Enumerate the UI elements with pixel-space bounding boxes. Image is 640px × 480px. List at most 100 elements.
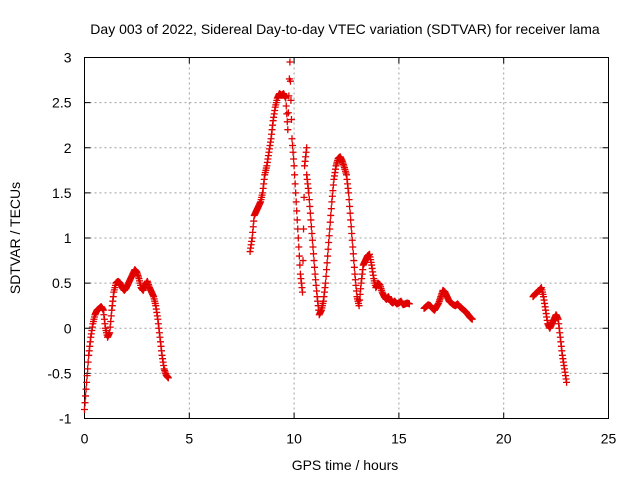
- data-point: [164, 374, 172, 382]
- data-point: [346, 209, 354, 217]
- data-point: [83, 378, 91, 386]
- x-tick-label: 0: [81, 431, 89, 447]
- data-point: [349, 250, 357, 258]
- data-point: [298, 288, 306, 296]
- data-point: [289, 141, 297, 149]
- data-point: [322, 279, 330, 287]
- data-point: [291, 171, 299, 179]
- data-point: [307, 223, 315, 231]
- data-point: [290, 155, 298, 163]
- y-tick-label: 2: [64, 140, 72, 156]
- data-point: [305, 196, 313, 204]
- data-point: [326, 225, 334, 233]
- data-point: [563, 378, 571, 386]
- data-point: [283, 110, 291, 118]
- chart-title: Day 003 of 2022, Sidereal Day-to-day VTE…: [90, 21, 600, 37]
- data-point: [300, 193, 308, 201]
- data-point: [309, 250, 317, 258]
- x-tick-label: 20: [496, 431, 512, 447]
- data-point: [350, 257, 358, 265]
- data-point: [290, 162, 298, 170]
- x-tick-label: 25: [601, 431, 617, 447]
- data-point: [324, 245, 332, 253]
- x-tick-label: 10: [286, 431, 302, 447]
- y-tick-label: -1: [59, 411, 72, 427]
- data-point: [348, 236, 356, 244]
- data-point: [291, 180, 299, 188]
- y-tick-label: 3: [64, 50, 72, 66]
- data-point: [293, 216, 301, 224]
- data-point: [84, 365, 92, 373]
- data-point: [284, 126, 292, 134]
- data-point: [288, 135, 296, 143]
- data-point: [81, 399, 89, 407]
- data-point: [299, 257, 307, 265]
- x-axis-label: GPS time / hours: [292, 457, 399, 473]
- data-point: [285, 92, 293, 100]
- data-point: [293, 207, 301, 215]
- data-point: [308, 229, 316, 237]
- y-tick-label: 1.5: [52, 185, 72, 201]
- data-point: [292, 189, 300, 197]
- y-tick-labels: -1 -0.5 0 0.5 1 1.5 2 2.5 3: [47, 50, 71, 427]
- data-point: [305, 189, 313, 197]
- y-tick-label: 2.5: [52, 95, 72, 111]
- data-point: [311, 263, 319, 271]
- data-point: [286, 58, 294, 66]
- data-point: [323, 266, 331, 274]
- data-point: [283, 118, 291, 126]
- data-point: [347, 216, 355, 224]
- y-axis-label: SDTVAR / TECUs: [7, 182, 23, 294]
- y-tick-label: 0: [64, 320, 72, 336]
- data-point: [310, 257, 318, 265]
- data-point: [346, 202, 354, 210]
- data-point: [326, 218, 334, 226]
- data-point: [324, 252, 332, 260]
- data-point: [325, 232, 333, 240]
- data-point: [309, 243, 317, 251]
- data-point: [405, 300, 413, 308]
- x-tick-label: 15: [391, 431, 407, 447]
- data-point: [327, 211, 335, 219]
- data-point: [82, 392, 90, 400]
- data-point: [308, 236, 316, 244]
- data-point: [349, 243, 357, 251]
- data-point: [345, 196, 353, 204]
- data-point: [82, 385, 90, 393]
- data-points: [81, 58, 571, 413]
- data-point: [347, 223, 355, 231]
- data-point: [303, 144, 311, 152]
- data-point: [295, 243, 303, 251]
- data-point: [287, 96, 295, 104]
- data-point: [81, 405, 88, 413]
- data-point: [292, 198, 300, 206]
- y-tick-label: 0.5: [52, 275, 72, 291]
- y-tick-label: 1: [64, 230, 72, 246]
- data-point: [289, 148, 297, 156]
- data-point: [348, 229, 356, 237]
- data-point: [468, 315, 476, 323]
- data-point: [294, 234, 302, 242]
- data-point: [325, 239, 333, 247]
- data-point: [287, 116, 295, 124]
- data-point: [296, 261, 304, 269]
- x-tick-labels: 0 5 10 15 20 25: [81, 431, 617, 447]
- data-point: [306, 209, 314, 217]
- data-point: [300, 225, 308, 233]
- data-point: [307, 216, 315, 224]
- data-point: [323, 259, 331, 267]
- data-point: [350, 263, 358, 271]
- data-point: [84, 358, 92, 366]
- data-point: [345, 189, 353, 197]
- x-tick-label: 5: [185, 431, 193, 447]
- data-point: [286, 77, 294, 85]
- data-point: [83, 372, 91, 380]
- data-point: [322, 272, 330, 280]
- data-point: [306, 202, 314, 210]
- data-point: [327, 205, 335, 213]
- y-tick-label: -0.5: [47, 365, 71, 381]
- data-point: [282, 102, 290, 110]
- data-point: [295, 252, 303, 260]
- grid-lines: [84, 57, 609, 419]
